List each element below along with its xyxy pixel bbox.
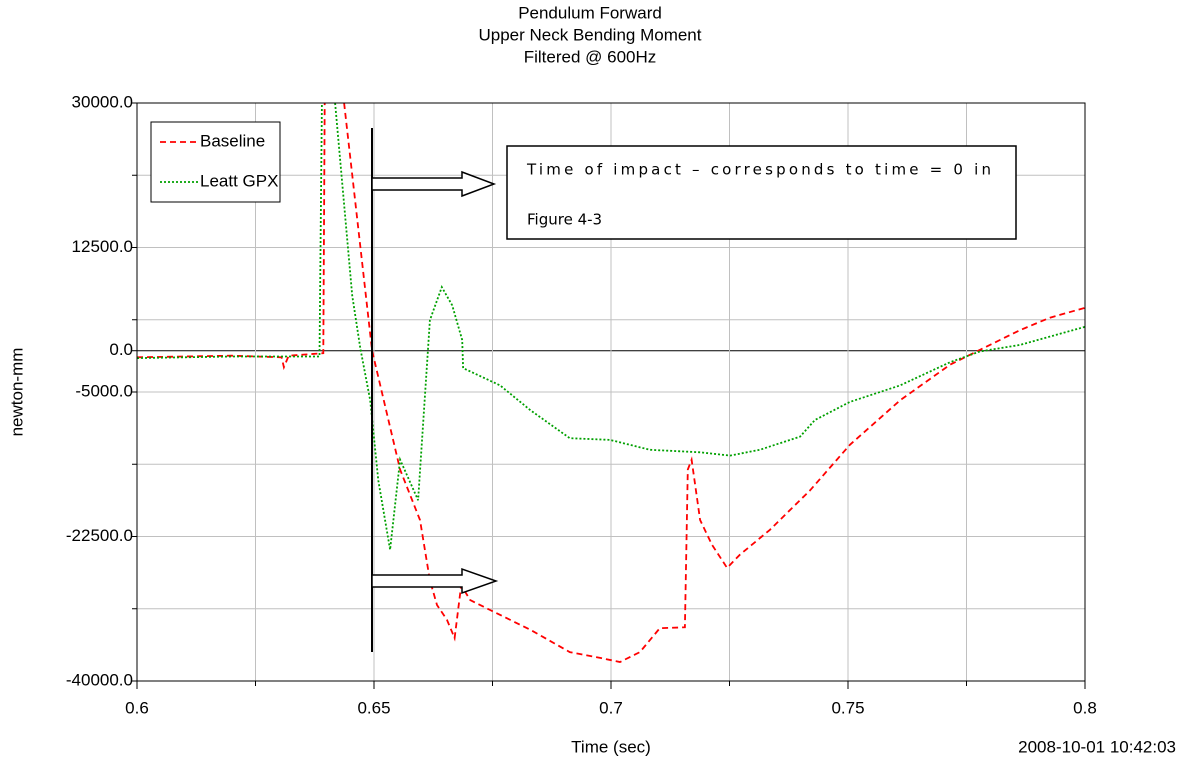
series-line [137, 103, 1085, 663]
chart-title: Filtered @ 600Hz [524, 47, 657, 66]
legend-entries: Baseline Leatt GPX [160, 131, 278, 190]
chart-title: Pendulum Forward [518, 3, 662, 22]
y-tick-label: -22500.0 [66, 526, 133, 545]
plot [137, 103, 1085, 663]
y-tick-label: 0.0 [109, 340, 133, 359]
legend [150, 121, 281, 203]
plot-frame [136, 102, 1086, 682]
annotation: Time of impact – corresponds to time = 0… [526, 161, 991, 179]
y-axis-label: newton-mm [7, 348, 26, 437]
chart-title: Upper Neck Bending Moment [478, 25, 701, 44]
annotation-box [506, 145, 1017, 240]
x-axis-label: Time (sec) [571, 737, 651, 756]
y-tick-label: -40000.0 [66, 670, 133, 689]
arrow [371, 170, 497, 198]
y-tick-label: -5000.0 [75, 381, 133, 400]
x-tick-label: 0.75 [831, 698, 864, 717]
y-tick-label: 12500.0 [72, 237, 133, 256]
x-tick-label: 0.65 [357, 698, 390, 717]
legend-label: Leatt GPX [200, 171, 278, 190]
annotation: Figure 4-3 [527, 211, 602, 229]
y-tick-label: 30000.0 [72, 92, 133, 111]
timestamp: 2008-10-01 10:42:03 [1018, 737, 1176, 756]
series-line [137, 103, 1085, 550]
arrow [371, 567, 499, 595]
x-tick-label: 0.7 [599, 698, 623, 717]
x-tick-label: 0.6 [125, 698, 149, 717]
legend-label: Baseline [200, 131, 265, 150]
x-tick-label: 0.8 [1073, 698, 1097, 717]
